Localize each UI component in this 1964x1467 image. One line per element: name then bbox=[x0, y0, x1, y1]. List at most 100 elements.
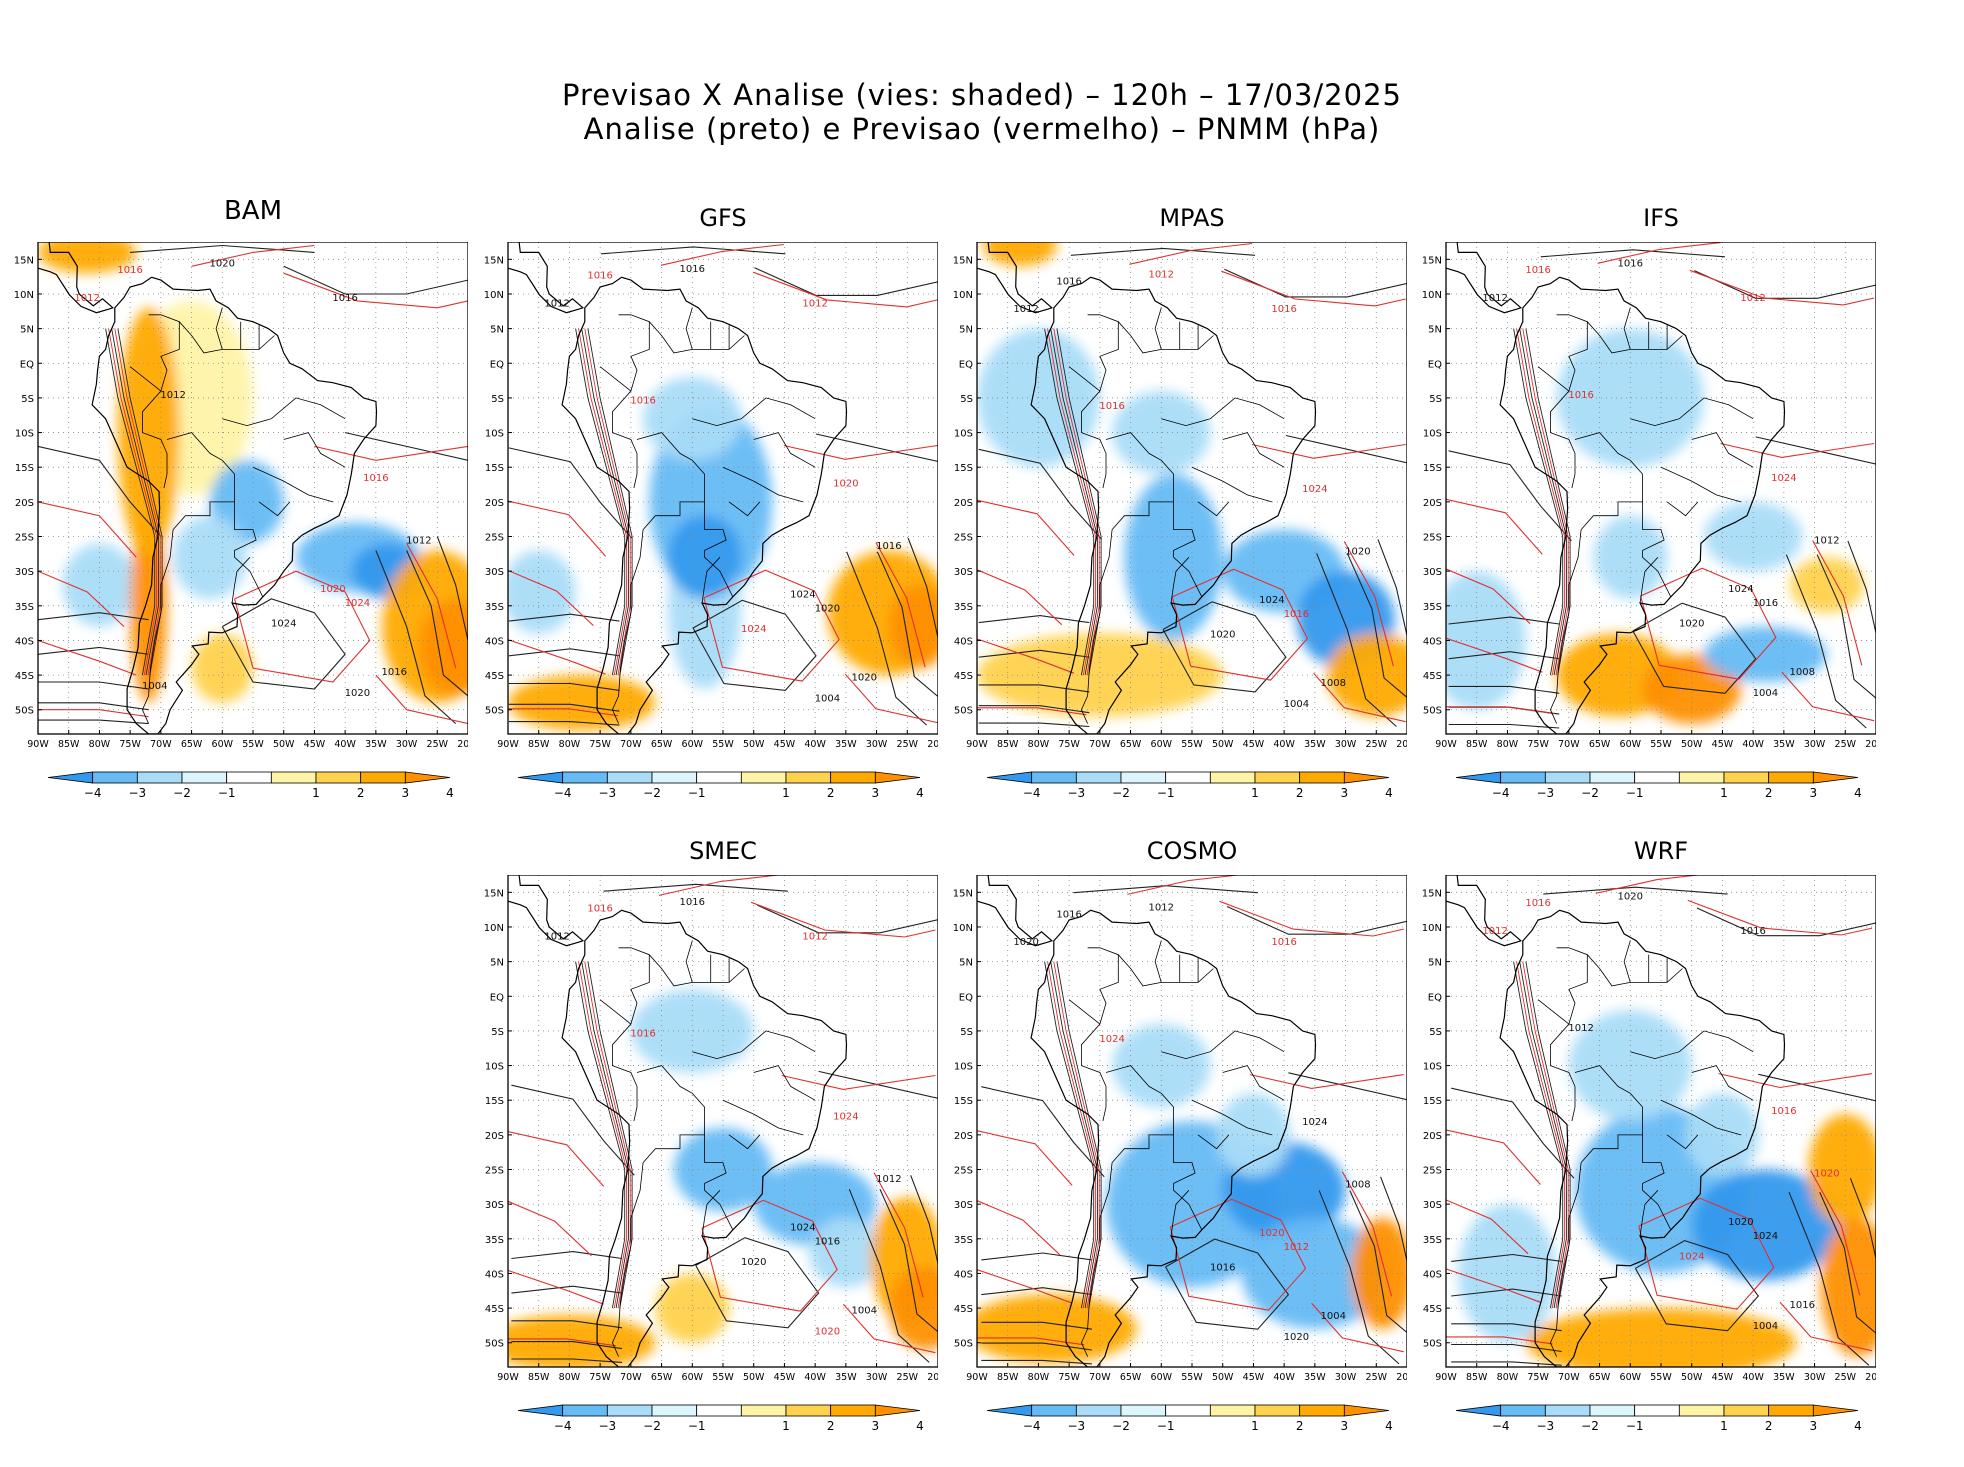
lon-tick-label: 40W bbox=[1273, 1372, 1295, 1383]
colorbar-label: −1 bbox=[1157, 786, 1175, 800]
bias-region bbox=[983, 242, 1057, 267]
isobar-contours bbox=[977, 875, 1407, 1365]
lat-tick-label: 10S bbox=[1423, 1062, 1442, 1073]
colorbar-segment bbox=[1209, 771, 1256, 784]
lat-tick-label: 20S bbox=[1423, 498, 1442, 509]
contour-label: 1016 bbox=[1056, 909, 1081, 920]
lat-tick-label: 10N bbox=[484, 923, 504, 934]
colorbar-label: −1 bbox=[688, 1419, 706, 1433]
contour-label: 1024 bbox=[833, 1112, 858, 1123]
colorbar-label: 1 bbox=[1251, 1419, 1259, 1433]
lat-tick-label: 35S bbox=[954, 602, 973, 613]
colorbar-segment bbox=[651, 771, 698, 784]
lon-tick-label: 65W bbox=[1120, 739, 1142, 750]
lon-tick-label: 30W bbox=[1335, 739, 1357, 750]
colorbar-segment bbox=[1500, 1404, 1546, 1417]
lon-tick-label: 75W bbox=[589, 739, 611, 750]
contour-label: 1024 bbox=[1099, 1034, 1124, 1045]
contour-label: 1016 bbox=[680, 264, 705, 275]
lat-tick-label: 20S bbox=[1423, 1131, 1442, 1142]
contour-label: 1024 bbox=[1771, 473, 1796, 484]
contour-label: 1016 bbox=[815, 1236, 840, 1247]
lon-tick-label: 90W bbox=[497, 739, 519, 750]
colorbar-segment bbox=[1031, 1404, 1077, 1417]
lon-tick-label: 55W bbox=[1650, 1372, 1672, 1383]
lon-tick-label: 30W bbox=[1335, 1372, 1357, 1383]
colorbar-segment bbox=[562, 771, 608, 784]
colorbar-label: −2 bbox=[643, 786, 661, 800]
lon-tick-label: 25W bbox=[1835, 739, 1857, 750]
colorbar: −4 −3 −2 −1 1 2 3 4 bbox=[47, 771, 454, 800]
country-borders bbox=[1537, 307, 1754, 724]
isobar-contours bbox=[977, 242, 1407, 728]
contour-label: 1012 bbox=[1482, 926, 1507, 937]
colorbar-segment bbox=[1299, 771, 1345, 784]
contour-label: 1016 bbox=[630, 1028, 655, 1039]
colorbar-label: −3 bbox=[1536, 786, 1554, 800]
lat-tick-label: 15S bbox=[1423, 463, 1442, 474]
colorbar-segment bbox=[1343, 1404, 1390, 1417]
lon-tick-label: 60W bbox=[1620, 739, 1642, 750]
map-figure: 1016102010161012101210161020102410241020… bbox=[1422, 875, 1876, 1433]
lon-tick-label: 40W bbox=[804, 739, 826, 750]
lon-tick-label: 70W bbox=[620, 1372, 642, 1383]
lat-tick-label: 30S bbox=[15, 567, 34, 578]
colorbar-segment bbox=[651, 1404, 698, 1417]
lon-tick-label: 65W bbox=[1589, 1372, 1611, 1383]
map-area: 1016101610121012101610241024102010161012… bbox=[508, 875, 938, 1367]
lon-tick-label: 35W bbox=[1773, 739, 1795, 750]
contour-label: 1004 bbox=[142, 681, 167, 692]
colorbar-segment bbox=[1723, 1404, 1770, 1417]
contour-label: 1008 bbox=[1321, 678, 1346, 689]
panel-title: BAM bbox=[223, 196, 283, 226]
bias-region bbox=[38, 242, 137, 274]
colorbar-label: 3 bbox=[402, 786, 410, 800]
lat-tick-label: 25S bbox=[485, 1166, 504, 1177]
contour-label: 1020 bbox=[815, 1326, 840, 1337]
contour-label: 1020 bbox=[210, 258, 235, 269]
colorbar-label: 4 bbox=[446, 786, 454, 800]
colorbar-label: −4 bbox=[84, 786, 102, 800]
lat-tick-label: 5N bbox=[1428, 958, 1442, 969]
contour-label: 1020 bbox=[320, 584, 345, 595]
panel-title: GFS bbox=[699, 204, 747, 232]
colorbar-segment bbox=[517, 1404, 564, 1417]
lon-tick-label: 80W bbox=[559, 739, 581, 750]
colorbar-segment bbox=[1678, 771, 1725, 784]
lat-tick-label: 30S bbox=[954, 567, 973, 578]
contour-label: 1020 bbox=[1345, 547, 1370, 558]
lat-tick-label: 10N bbox=[1422, 923, 1442, 934]
colorbar-label: 1 bbox=[1251, 786, 1259, 800]
contour-label: 1024 bbox=[1753, 1231, 1778, 1242]
colorbar-label: 2 bbox=[1296, 786, 1304, 800]
lon-tick-label: 85W bbox=[58, 739, 80, 750]
coastline bbox=[977, 242, 1317, 734]
lon-tick-label: 55W bbox=[1650, 739, 1672, 750]
isobar-contours bbox=[1446, 242, 1876, 729]
contour-label: 1004 bbox=[1321, 1311, 1346, 1322]
colorbar-segment bbox=[1500, 771, 1546, 784]
lat-tick-label: 15N bbox=[1422, 888, 1442, 899]
colorbar-segment bbox=[1254, 1404, 1301, 1417]
map-area: 1016101610121012101610241024102010161012… bbox=[1446, 242, 1876, 734]
lat-tick-label: 45S bbox=[954, 671, 973, 682]
colorbar: −4 −3 −2 −1 1 2 3 4 bbox=[1455, 771, 1862, 800]
lat-tick-label: 10N bbox=[14, 290, 34, 301]
contour-label: 1016 bbox=[876, 541, 901, 552]
colorbar-segment bbox=[874, 771, 921, 784]
contour-label: 1016 bbox=[587, 904, 612, 915]
contour-label: 1012 bbox=[1814, 535, 1839, 546]
lon-tick-label: 20W bbox=[1865, 1372, 1876, 1383]
panel-title: MPAS bbox=[1159, 204, 1225, 232]
gridlines bbox=[977, 875, 1407, 1367]
lon-tick-label: 90W bbox=[27, 739, 49, 750]
colorbar-segment bbox=[1120, 771, 1167, 784]
gridlines bbox=[1446, 875, 1876, 1367]
contour-label: 1016 bbox=[1210, 1263, 1235, 1274]
contour-label: 1016 bbox=[1271, 304, 1296, 315]
lon-tick-label: 65W bbox=[1589, 739, 1611, 750]
contour-label: 1020 bbox=[1618, 891, 1643, 902]
lon-tick-label: 85W bbox=[528, 739, 550, 750]
lat-tick-label: 15S bbox=[954, 1096, 973, 1107]
lon-tick-label: 75W bbox=[119, 739, 141, 750]
